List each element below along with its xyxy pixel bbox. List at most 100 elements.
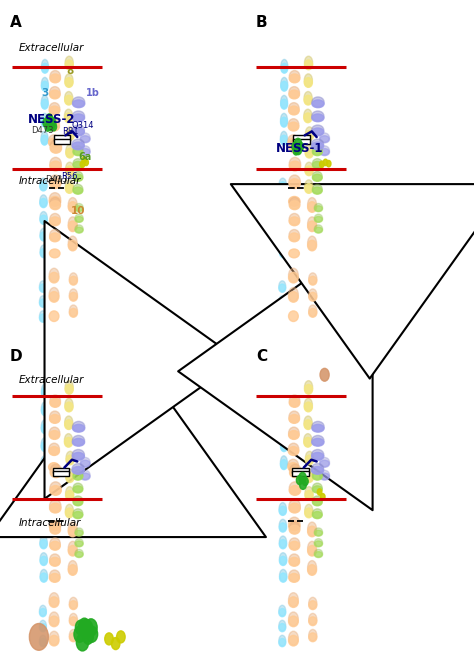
Ellipse shape — [81, 133, 90, 142]
Ellipse shape — [312, 424, 324, 432]
Ellipse shape — [309, 630, 317, 641]
Ellipse shape — [312, 512, 322, 518]
Ellipse shape — [49, 272, 59, 283]
Ellipse shape — [281, 81, 288, 91]
Ellipse shape — [72, 466, 84, 474]
Ellipse shape — [75, 203, 83, 211]
Circle shape — [298, 142, 304, 151]
Ellipse shape — [305, 490, 313, 500]
Ellipse shape — [305, 127, 313, 140]
Ellipse shape — [72, 139, 84, 149]
Ellipse shape — [308, 522, 317, 536]
Ellipse shape — [73, 421, 85, 432]
Ellipse shape — [50, 522, 61, 533]
Ellipse shape — [73, 146, 83, 155]
Ellipse shape — [73, 496, 83, 505]
Ellipse shape — [75, 225, 83, 233]
Ellipse shape — [279, 523, 286, 532]
Ellipse shape — [279, 311, 286, 322]
Ellipse shape — [289, 632, 298, 645]
Ellipse shape — [68, 561, 77, 575]
Ellipse shape — [75, 528, 83, 536]
Ellipse shape — [49, 106, 60, 115]
Text: R81: R81 — [62, 127, 79, 136]
Ellipse shape — [281, 384, 288, 397]
Text: Intracellular: Intracellular — [19, 518, 82, 528]
Ellipse shape — [304, 60, 313, 70]
Ellipse shape — [49, 636, 59, 646]
Circle shape — [327, 161, 331, 167]
Bar — [54, 138, 70, 144]
Ellipse shape — [66, 473, 74, 482]
Ellipse shape — [40, 519, 47, 531]
Ellipse shape — [279, 557, 287, 565]
Bar — [293, 135, 310, 140]
Ellipse shape — [50, 525, 61, 534]
Text: Intracellular: Intracellular — [19, 176, 82, 185]
Ellipse shape — [49, 268, 59, 282]
Ellipse shape — [40, 215, 47, 224]
Ellipse shape — [49, 447, 59, 456]
Ellipse shape — [75, 549, 83, 557]
Text: D433: D433 — [45, 175, 67, 184]
Ellipse shape — [290, 468, 301, 478]
Ellipse shape — [73, 114, 84, 122]
Ellipse shape — [289, 399, 300, 407]
Text: 3: 3 — [42, 88, 49, 98]
Ellipse shape — [281, 405, 288, 415]
Ellipse shape — [40, 178, 47, 190]
Ellipse shape — [312, 171, 322, 181]
Ellipse shape — [309, 308, 317, 317]
Ellipse shape — [289, 161, 301, 171]
Text: 1b: 1b — [86, 88, 100, 98]
Ellipse shape — [309, 289, 317, 300]
Ellipse shape — [312, 421, 324, 432]
Ellipse shape — [305, 469, 313, 482]
Ellipse shape — [289, 229, 300, 241]
Ellipse shape — [40, 211, 47, 223]
Ellipse shape — [289, 636, 298, 646]
Ellipse shape — [304, 113, 312, 122]
Ellipse shape — [50, 157, 61, 170]
Ellipse shape — [311, 464, 324, 474]
Ellipse shape — [320, 473, 329, 480]
Ellipse shape — [288, 447, 299, 456]
Ellipse shape — [314, 214, 322, 222]
Circle shape — [84, 159, 89, 166]
Ellipse shape — [304, 385, 313, 394]
Ellipse shape — [41, 99, 48, 109]
Ellipse shape — [40, 232, 47, 241]
Ellipse shape — [49, 517, 61, 530]
Circle shape — [320, 494, 325, 500]
Ellipse shape — [49, 570, 60, 581]
Ellipse shape — [50, 464, 62, 477]
Ellipse shape — [280, 249, 287, 258]
Ellipse shape — [314, 203, 322, 211]
Ellipse shape — [304, 95, 312, 105]
Ellipse shape — [40, 249, 47, 258]
Ellipse shape — [41, 113, 48, 126]
Ellipse shape — [75, 206, 83, 211]
Ellipse shape — [305, 473, 313, 482]
Text: Extracellular: Extracellular — [19, 43, 84, 53]
Ellipse shape — [279, 296, 286, 306]
Ellipse shape — [73, 498, 83, 506]
Ellipse shape — [320, 458, 329, 467]
Ellipse shape — [304, 109, 312, 122]
Ellipse shape — [50, 161, 61, 171]
Circle shape — [300, 480, 306, 490]
Circle shape — [295, 145, 301, 155]
Ellipse shape — [289, 246, 300, 257]
Circle shape — [48, 116, 54, 123]
Ellipse shape — [309, 597, 317, 609]
Ellipse shape — [68, 217, 77, 231]
Ellipse shape — [49, 573, 60, 582]
Ellipse shape — [75, 214, 83, 222]
Ellipse shape — [50, 482, 61, 494]
Ellipse shape — [279, 215, 287, 224]
Ellipse shape — [65, 60, 73, 70]
Circle shape — [299, 472, 306, 482]
Ellipse shape — [49, 616, 59, 627]
Ellipse shape — [314, 225, 322, 233]
Ellipse shape — [73, 185, 83, 193]
